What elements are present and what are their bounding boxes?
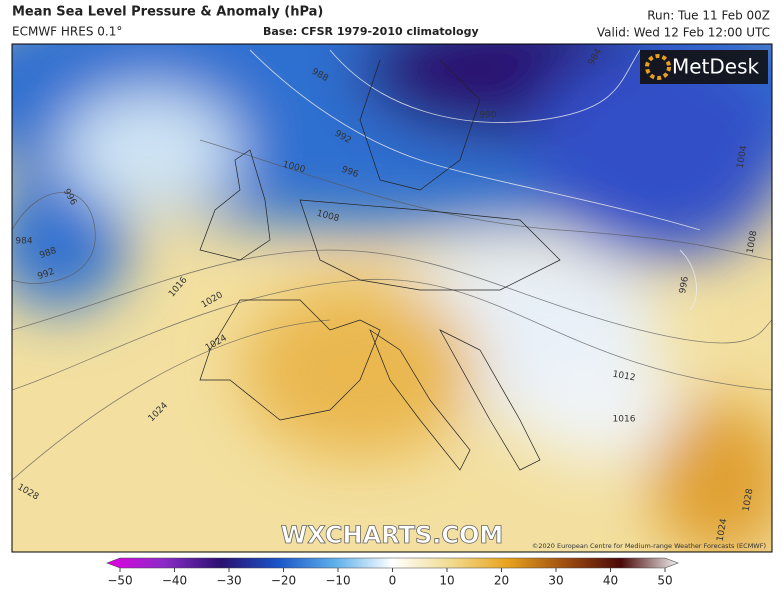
colorbar-tick-label: −50: [107, 574, 132, 588]
isobar-label: 1024: [716, 518, 730, 543]
colorbar-tick-label: −40: [162, 574, 187, 588]
model: ECMWF HRES 0.1°: [12, 25, 122, 39]
isobar-label: 984: [15, 237, 32, 247]
isobar-label: 1028: [742, 488, 756, 513]
valid: Valid: Wed 12 Feb 12:00 UTC: [597, 26, 770, 40]
colorbar-tick-label: 50: [657, 574, 672, 588]
colorbar-tick-label: 20: [494, 574, 509, 588]
colorbar-tick-label: 40: [603, 574, 618, 588]
isobar-label: 1004: [736, 145, 750, 170]
isobar-label: 996: [678, 275, 691, 294]
isobar-label: 1012: [612, 370, 636, 384]
colorbar-tick-label: 30: [548, 574, 563, 588]
colorbar-tick-label: −30: [216, 574, 241, 588]
map: 9849889929961016102010241024102898899299…: [12, 44, 772, 552]
map-frame: [11, 43, 773, 553]
colorbar: [106, 557, 679, 569]
watermark: WXCHARTS.COM: [281, 521, 503, 549]
colorbar-tick-label: −20: [271, 574, 296, 588]
colorbar-tick-label: 0: [389, 574, 397, 588]
title: Mean Sea Level Pressure & Anomaly (hPa): [12, 5, 323, 20]
colorbar-tick-label: −10: [325, 574, 350, 588]
isobar-label: 1008: [746, 230, 760, 255]
isobar-label: 990: [479, 111, 496, 121]
base: Base: CFSR 1979-2010 climatology: [263, 25, 479, 38]
copyright: ©2020 European Centre for Medium-range W…: [532, 542, 766, 550]
run: Run: Tue 11 Feb 00Z: [647, 9, 770, 23]
isobar-label: 1016: [613, 415, 636, 425]
logo: MetDesk: [672, 55, 760, 79]
colorbar-tick-label: 10: [439, 574, 454, 588]
